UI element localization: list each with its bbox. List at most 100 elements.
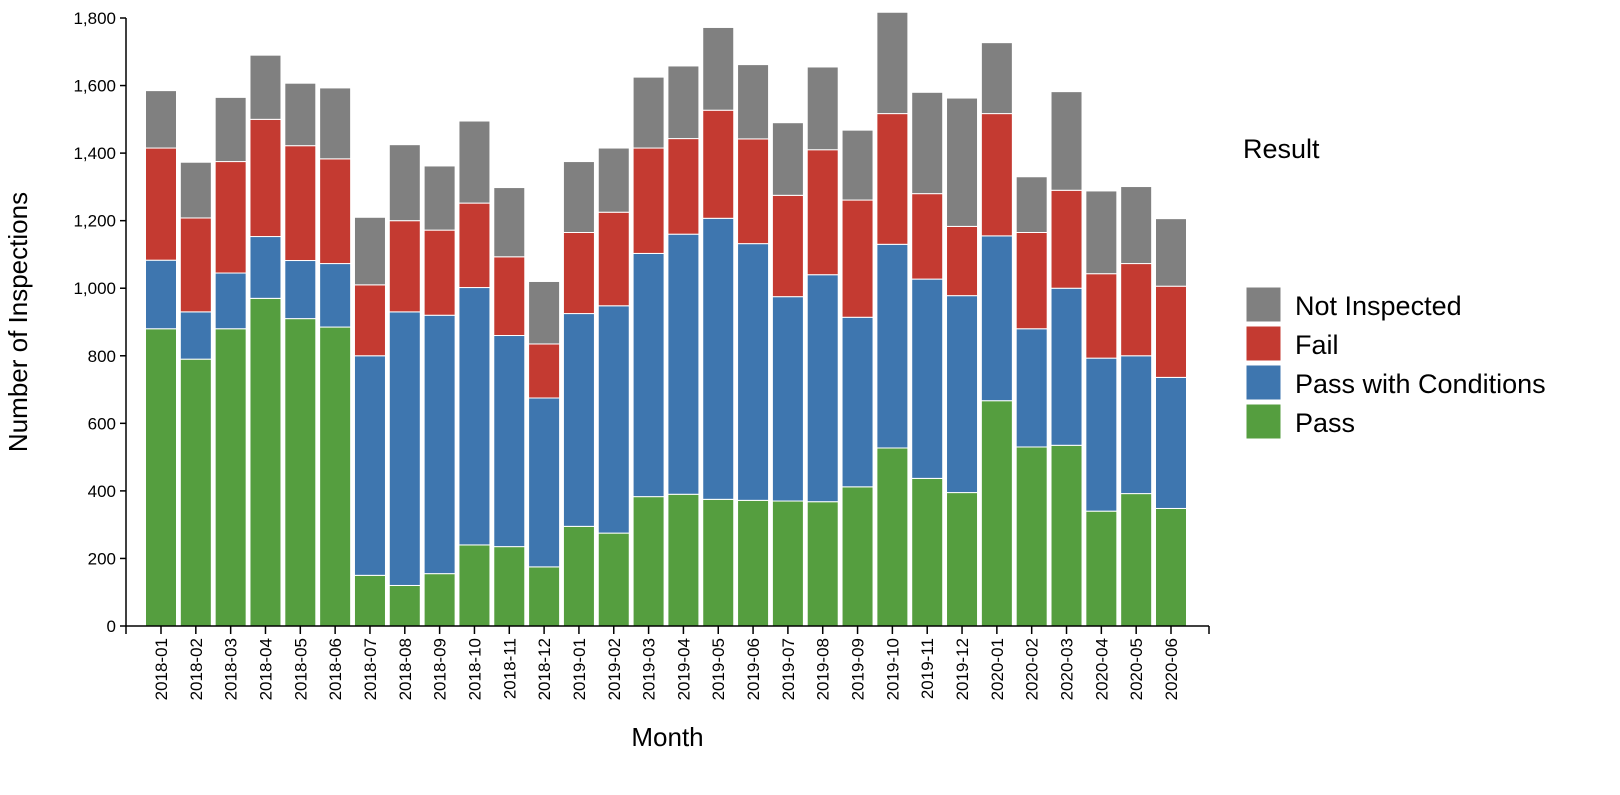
bar-fail-2020-01 <box>980 113 1013 237</box>
bar-fail-2018-09 <box>423 229 456 316</box>
bar-pass-2019-12 <box>946 492 979 627</box>
x-tick-label: 2018-01 <box>152 638 171 700</box>
x-tick-label: 2018-04 <box>256 638 275 700</box>
x-tick-label: 2020-05 <box>1127 638 1146 700</box>
bar-fail-2018-12 <box>528 343 561 399</box>
bar-pass-2019-05 <box>702 498 735 627</box>
x-tick-label: 2019-04 <box>674 638 693 700</box>
bar-pass-with-conditions-2019-08 <box>806 274 839 503</box>
x-tick-label: 2019-08 <box>814 638 833 700</box>
bar-pass-2018-06 <box>319 326 352 627</box>
bar-pass-2018-02 <box>179 358 212 627</box>
bar-pass-2020-04 <box>1085 510 1118 627</box>
bar-fail-2020-06 <box>1155 285 1187 378</box>
bar-fail-2019-10 <box>876 113 909 245</box>
bar-fail-2019-06 <box>737 138 770 245</box>
x-tick-label: 2019-02 <box>605 638 624 700</box>
bar-not-inspected-2020-06 <box>1155 218 1187 287</box>
bar-pass-with-conditions-2020-01 <box>980 235 1013 402</box>
bar-pass-with-conditions-2018-03 <box>214 272 247 330</box>
bar-not-inspected-2019-07 <box>771 122 804 196</box>
bar-pass-2018-01 <box>145 328 177 627</box>
bar-fail-2018-02 <box>179 217 212 313</box>
bar-fail-2019-12 <box>946 225 979 297</box>
bar-pass-2019-08 <box>806 501 839 627</box>
bar-pass-2020-06 <box>1155 507 1187 627</box>
bar-pass-with-conditions-2019-11 <box>911 278 944 479</box>
bar-pass-2019-02 <box>597 532 630 627</box>
bar-pass-with-conditions-2019-09 <box>841 316 874 488</box>
bar-pass-with-conditions-2018-07 <box>353 355 386 576</box>
bar-pass-2018-03 <box>214 328 247 627</box>
legend-label: Pass with Conditions <box>1295 369 1546 399</box>
bar-pass-2020-02 <box>1015 446 1048 627</box>
x-tick-label: 2018-09 <box>431 638 450 700</box>
bar-not-inspected-2019-09 <box>841 129 874 201</box>
y-tick-label: 200 <box>88 549 116 568</box>
bar-not-inspected-2020-02 <box>1015 176 1048 233</box>
x-tick-label: 2019-12 <box>953 638 972 700</box>
bar-pass-with-conditions-2020-02 <box>1015 328 1048 448</box>
bar-pass-2018-08 <box>388 584 421 627</box>
bar-not-inspected-2018-12 <box>528 280 561 345</box>
bar-pass-2019-03 <box>632 496 665 627</box>
bar-pass-with-conditions-2018-05 <box>284 260 317 320</box>
bar-pass-2018-12 <box>528 566 561 627</box>
x-tick-label: 2020-02 <box>1023 638 1042 700</box>
bar-fail-2019-05 <box>702 109 735 219</box>
x-tick-label: 2019-05 <box>709 638 728 700</box>
x-tick-label: 2019-01 <box>570 638 589 700</box>
x-tick-label: 2018-05 <box>291 638 310 700</box>
bar-pass-with-conditions-2019-06 <box>737 243 770 501</box>
x-tick-label: 2019-11 <box>918 638 937 699</box>
y-tick-label: 1,400 <box>73 144 116 163</box>
bar-fail-2019-01 <box>562 231 595 315</box>
bar-pass-with-conditions-2020-04 <box>1085 357 1118 512</box>
y-tick-label: 1,200 <box>73 212 116 231</box>
bar-pass-with-conditions-2019-02 <box>597 305 630 534</box>
x-tick-label: 2018-11 <box>500 638 519 699</box>
bar-pass-2019-07 <box>771 500 804 627</box>
bar-pass-with-conditions-2018-08 <box>388 311 421 586</box>
bar-pass-2019-01 <box>562 525 595 627</box>
bar-fail-2018-05 <box>284 145 317 262</box>
bar-not-inspected-2019-10 <box>876 11 909 115</box>
bar-pass-with-conditions-2018-06 <box>319 263 352 328</box>
x-tick-label: 2019-09 <box>849 638 868 700</box>
bar-fail-2018-01 <box>145 147 177 261</box>
bar-not-inspected-2018-09 <box>423 165 456 231</box>
bar-pass-with-conditions-2018-09 <box>423 314 456 575</box>
bar-fail-2019-03 <box>632 147 665 254</box>
bar-pass-with-conditions-2018-12 <box>528 397 561 568</box>
y-tick-label: 600 <box>88 414 116 433</box>
bar-not-inspected-2018-05 <box>284 82 317 147</box>
y-axis: 0 200 400 600 800 1,000 1,200 1,400 1,600 1,800 <box>73 9 127 636</box>
y-tick-label: 1,600 <box>73 77 116 96</box>
bar-pass-2018-10 <box>458 544 491 627</box>
bar-not-inspected-2018-10 <box>458 120 491 204</box>
x-axis-title: Month <box>631 722 703 752</box>
bar-pass-with-conditions-2020-06 <box>1155 376 1187 509</box>
bar-pass-with-conditions-2020-05 <box>1120 355 1153 495</box>
legend: Result Not Inspected Fail Pass with Condit… <box>1243 134 1546 440</box>
bar-not-inspected-2018-08 <box>388 144 421 222</box>
legend-label: Fail <box>1295 330 1339 360</box>
x-tick-label: 2018-03 <box>222 638 241 700</box>
bar-pass-with-conditions-2019-10 <box>876 243 909 449</box>
x-tick-label: 2020-06 <box>1162 638 1181 700</box>
bar-fail-2019-04 <box>667 138 700 235</box>
bar-fail-2018-03 <box>214 161 247 274</box>
x-tick-label: 2019-07 <box>779 638 798 700</box>
legend-swatch <box>1245 403 1282 440</box>
x-tick-label: 2019-10 <box>883 638 902 700</box>
bar-not-inspected-2018-04 <box>249 54 282 120</box>
bar-pass-with-conditions-2019-12 <box>946 295 979 494</box>
y-tick-label: 0 <box>107 617 116 636</box>
bar-pass-with-conditions-2018-11 <box>493 335 526 548</box>
bar-pass-2019-09 <box>841 486 874 627</box>
y-tick-label: 400 <box>88 482 116 501</box>
bar-not-inspected-2019-01 <box>562 161 595 233</box>
bar-not-inspected-2019-02 <box>597 147 630 213</box>
y-tick-label: 800 <box>88 347 116 366</box>
